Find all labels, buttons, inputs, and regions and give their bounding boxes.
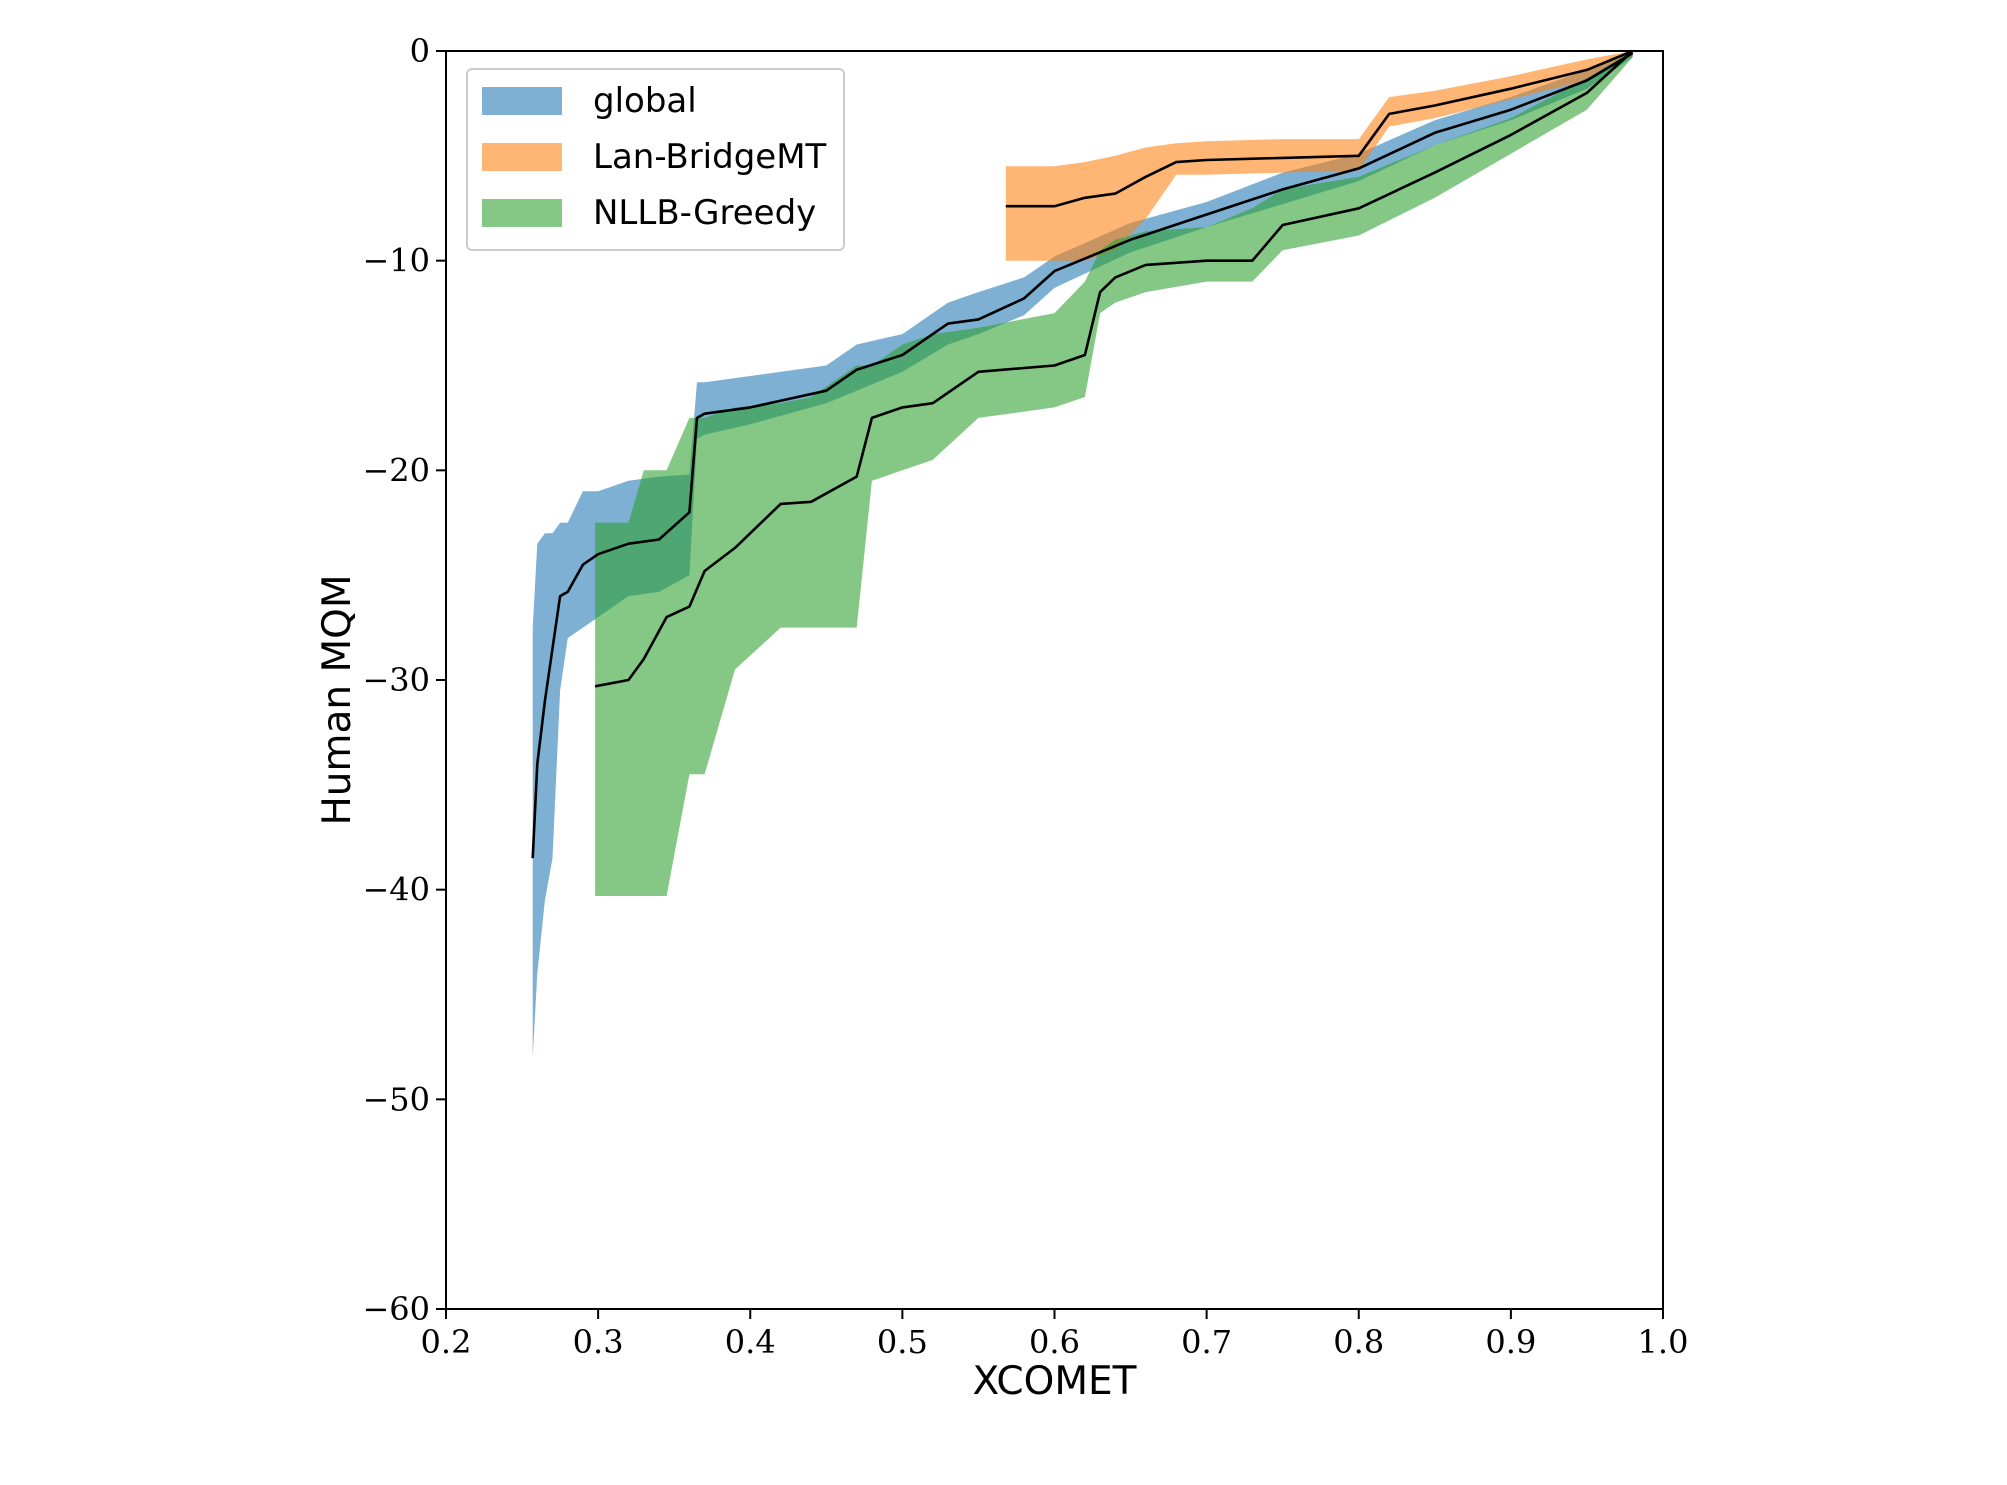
series-line-0 xyxy=(531,51,1634,859)
band-2 xyxy=(595,51,1633,896)
x-tick-label: 0.5 xyxy=(877,1323,928,1361)
x-tick-label: 0.9 xyxy=(1485,1323,1536,1361)
series-lines xyxy=(531,49,1634,859)
legend-swatch-2 xyxy=(482,199,562,227)
x-tick-label: 0.3 xyxy=(573,1323,624,1361)
y-tick-label: −20 xyxy=(362,451,430,489)
x-tick-label: 1.0 xyxy=(1638,1323,1689,1361)
legend-swatch-1 xyxy=(482,143,562,171)
y-tick-label: −50 xyxy=(362,1080,430,1118)
legend-label-1: Lan-BridgeMT xyxy=(593,137,827,177)
y-axis-ticks: 0 −10 −20 −30 −40 −50 −60 xyxy=(362,32,446,1328)
legend-label-2: NLLB-Greedy xyxy=(593,193,816,233)
y-axis-label: Human MQM xyxy=(315,574,360,825)
y-tick-label: −10 xyxy=(362,242,430,280)
x-tick-label: 0.6 xyxy=(1029,1323,1080,1361)
x-tick-label: 0.7 xyxy=(1181,1323,1232,1361)
legend-swatch-0 xyxy=(482,87,562,115)
y-tick-label: 0 xyxy=(410,32,430,70)
y-tick-label: −30 xyxy=(362,661,430,699)
series-line-2 xyxy=(594,50,1634,688)
x-tick-label: 0.2 xyxy=(421,1323,472,1361)
x-axis-ticks: 0.2 0.3 0.4 0.5 0.6 0.7 0.8 0.9 1.0 xyxy=(421,1309,1689,1361)
legend: global Lan-BridgeMT NLLB-Greedy xyxy=(466,68,845,251)
y-tick-label: −60 xyxy=(362,1290,430,1328)
x-tick-label: 0.4 xyxy=(725,1323,776,1361)
y-tick-label: −40 xyxy=(362,871,430,909)
x-axis-label: XCOMET xyxy=(973,1359,1137,1404)
x-tick-label: 0.8 xyxy=(1333,1323,1384,1361)
series-line-1 xyxy=(1005,49,1634,208)
legend-label-0: global xyxy=(593,81,697,121)
